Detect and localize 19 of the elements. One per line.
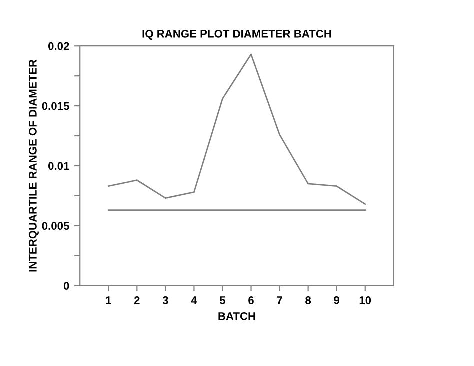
chart-title: IQ RANGE PLOT DIAMETER BATCH (142, 30, 332, 40)
line-series (108, 54, 366, 206)
y-tick-label: 0.01 (48, 162, 70, 170)
y-axis-title: INTERQUARTILE RANGE OF DIAMETER (29, 60, 39, 272)
x-tick-label: 7 (277, 296, 282, 304)
x-axis-title: BATCH (218, 312, 256, 320)
y-tick-label: 0.015 (42, 102, 70, 110)
y-tick-label: 0.005 (42, 222, 70, 230)
x-tick-label: 6 (248, 296, 254, 304)
x-tick-label: 4 (191, 296, 198, 304)
x-tick-label: 8 (306, 296, 312, 304)
x-tick-label: 9 (334, 296, 340, 304)
x-tick-label: 1 (106, 296, 112, 304)
x-tick-label: 2 (134, 296, 140, 304)
x-tick-label: 3 (162, 296, 168, 304)
y-tick-label: 0.02 (48, 42, 70, 50)
x-tick-label: 10 (360, 296, 372, 304)
x-tick-label: 5 (220, 296, 226, 304)
y-tick-label: 0 (64, 282, 70, 290)
